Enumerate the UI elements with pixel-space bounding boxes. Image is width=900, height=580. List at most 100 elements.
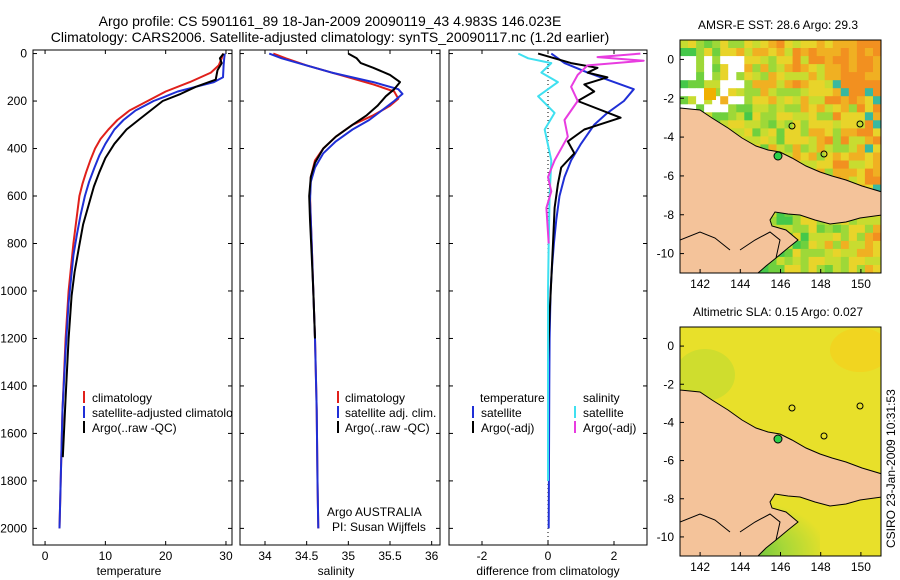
sst-cell [776, 104, 785, 113]
sst-cell [752, 72, 761, 81]
sst-cell [736, 104, 745, 113]
sst-cell [856, 128, 866, 137]
sst-cell [712, 80, 721, 89]
sst-cell [864, 72, 874, 81]
sst-cell [856, 112, 866, 121]
y-tick-label: -2 [663, 91, 674, 105]
sst-cell [824, 128, 834, 137]
sst-cell [760, 56, 769, 65]
sst-cell [824, 120, 834, 129]
sst-cell [768, 80, 777, 89]
sst-cell [816, 104, 826, 113]
sla-anomaly-high [830, 328, 881, 372]
sst-cell [800, 48, 810, 57]
sst-cell [840, 56, 850, 65]
sst-cell [776, 144, 785, 153]
sst-cell [856, 224, 866, 234]
sst-cell [848, 56, 858, 65]
y-tick-label: 400 [7, 142, 27, 156]
sst-cell [848, 88, 858, 97]
y-tick-label: 0 [20, 47, 27, 61]
sst-cell [768, 216, 777, 226]
sst-cell [816, 136, 826, 145]
sst-cell [840, 104, 850, 113]
sst-cell [873, 152, 881, 161]
sst-cell [744, 104, 753, 113]
sst-cell [808, 40, 818, 49]
sst-cell [808, 112, 818, 121]
sst-cell [736, 96, 745, 105]
sst-cell [808, 152, 818, 161]
climatology-title: Climatology: CARS2006. Satellite-adjuste… [50, 29, 610, 45]
sst-cell [800, 120, 810, 129]
sst-cell [736, 40, 745, 49]
sst-cell [784, 104, 793, 113]
sst-cell [856, 160, 866, 169]
sst-cell [792, 88, 802, 97]
sst-cell [800, 56, 810, 65]
x-tick-label: -2 [477, 549, 488, 563]
sst-cell [864, 176, 874, 186]
sst-cell [873, 224, 881, 234]
island [820, 150, 828, 158]
sst-cell [792, 144, 802, 153]
sst-cell [784, 256, 793, 266]
x-tick-label: 35.5 [378, 549, 402, 563]
sst-cell [832, 56, 842, 65]
island [856, 402, 864, 410]
sst-cell [808, 136, 818, 145]
sst-cell [816, 224, 826, 234]
sst-cell [728, 56, 737, 65]
sst-cell [744, 120, 753, 129]
sla-map-panel: Altimetric SLA: 0.15 Argo: 0.027 142 144 1… [657, 305, 882, 574]
sst-cell [832, 240, 842, 250]
legend-label: Argo(..raw -QC) [345, 421, 430, 435]
sst-cell [800, 152, 810, 161]
sst-cell [760, 265, 769, 273]
legend-group-temperature: temperature [480, 391, 545, 405]
sst-cell [840, 88, 850, 97]
sst-cell [856, 136, 866, 145]
sst-cell [696, 40, 705, 49]
sst-cell [744, 56, 753, 65]
sst-cell [744, 136, 753, 145]
x-axis-difference: -2 0 2 [477, 50, 618, 563]
sst-cell [840, 136, 850, 145]
sst-cell [864, 136, 874, 145]
sst-cell [824, 168, 834, 178]
sst-cell [728, 80, 737, 89]
sst-cell [848, 240, 858, 250]
sst-cell [848, 48, 858, 57]
sst-cell [840, 152, 850, 161]
x-tick-label: 148 [811, 277, 831, 291]
sst-cell [728, 64, 737, 73]
attribution-line-2: PI: Susan Wijffels [332, 520, 426, 534]
sst-cell [808, 64, 818, 73]
sst-cell [792, 104, 802, 113]
sst-cell [712, 104, 721, 113]
sst-cell [792, 56, 802, 65]
sst-cell [744, 88, 753, 97]
x-tick-label: 36 [425, 549, 439, 563]
sst-cell [873, 96, 881, 105]
sst-cell [856, 232, 866, 242]
island [788, 122, 796, 130]
sst-cell [752, 120, 761, 129]
sst-cell [792, 265, 802, 273]
y-tick-label: 800 [7, 236, 27, 250]
salinity-series [268, 52, 404, 529]
y-tick-label: 1200 [0, 331, 27, 345]
sst-cell [848, 64, 858, 73]
sst-cell [680, 80, 689, 89]
sst-cell [752, 80, 761, 89]
y-ticks-difference [449, 53, 647, 529]
profile-title: Argo profile: CS 5901161_89 18-Jan-2009 … [98, 13, 562, 29]
sst-cell [800, 160, 810, 169]
sst-cell [768, 128, 777, 137]
sst-cell [832, 104, 842, 113]
sst-cell [776, 256, 785, 266]
y-tick-label: 200 [7, 94, 27, 108]
sst-cell [760, 96, 769, 105]
sst-cell [864, 88, 874, 97]
y-tick-label: -6 [663, 454, 674, 468]
